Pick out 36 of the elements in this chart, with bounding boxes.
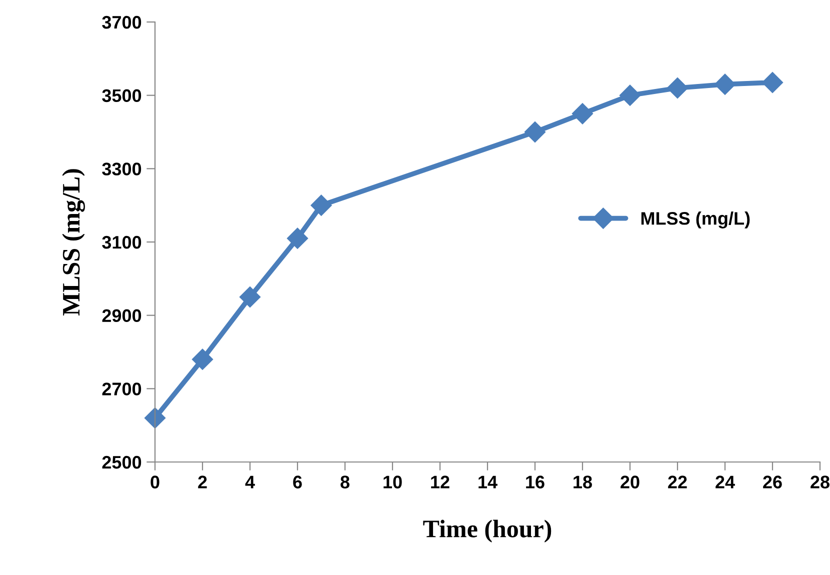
point: [524, 121, 546, 143]
y-tick-label: 3700: [102, 16, 142, 29]
point: [310, 194, 332, 216]
x-tick-label: 18: [574, 476, 592, 488]
point: [192, 348, 214, 370]
point: [572, 103, 594, 124]
x-tick-label: 12: [431, 476, 450, 488]
point: [762, 72, 784, 94]
x-tick-label: 4: [245, 476, 255, 488]
point: [286, 228, 308, 249]
y-tick-label: 3300: [102, 162, 142, 176]
y-tick-label: 2700: [102, 382, 142, 396]
x-tick-label: 0: [150, 476, 160, 488]
x-tick-label: 10: [384, 476, 402, 488]
point: [144, 407, 166, 429]
legend-label: MLSS (mg/L): [641, 212, 750, 228]
x-tick-label: 20: [620, 476, 640, 488]
point: [666, 77, 688, 99]
y-axis-title: MLSS (mg/L): [62, 169, 85, 316]
x-tick-label: 16: [526, 476, 544, 488]
x-tick-label: 8: [340, 476, 350, 488]
x-tick-label: 14: [478, 476, 498, 488]
y-tick-label: 2500: [102, 456, 142, 469]
x-tick-label: 22: [668, 476, 687, 488]
x-tick-label: 24: [716, 476, 735, 488]
y-tick-label: 2900: [102, 309, 142, 322]
point: [239, 286, 261, 308]
x-tick-label: 6: [293, 476, 302, 488]
x-tick-label: 28: [810, 476, 830, 488]
y-tick-label: 3100: [102, 236, 142, 249]
x-tick-label: 2: [198, 476, 207, 488]
point: [714, 74, 736, 95]
point: [619, 84, 641, 106]
x-tick-label: 26: [763, 476, 782, 488]
y-tick-label: 3500: [102, 89, 142, 102]
x-axis-title: Time (hour): [423, 520, 552, 542]
